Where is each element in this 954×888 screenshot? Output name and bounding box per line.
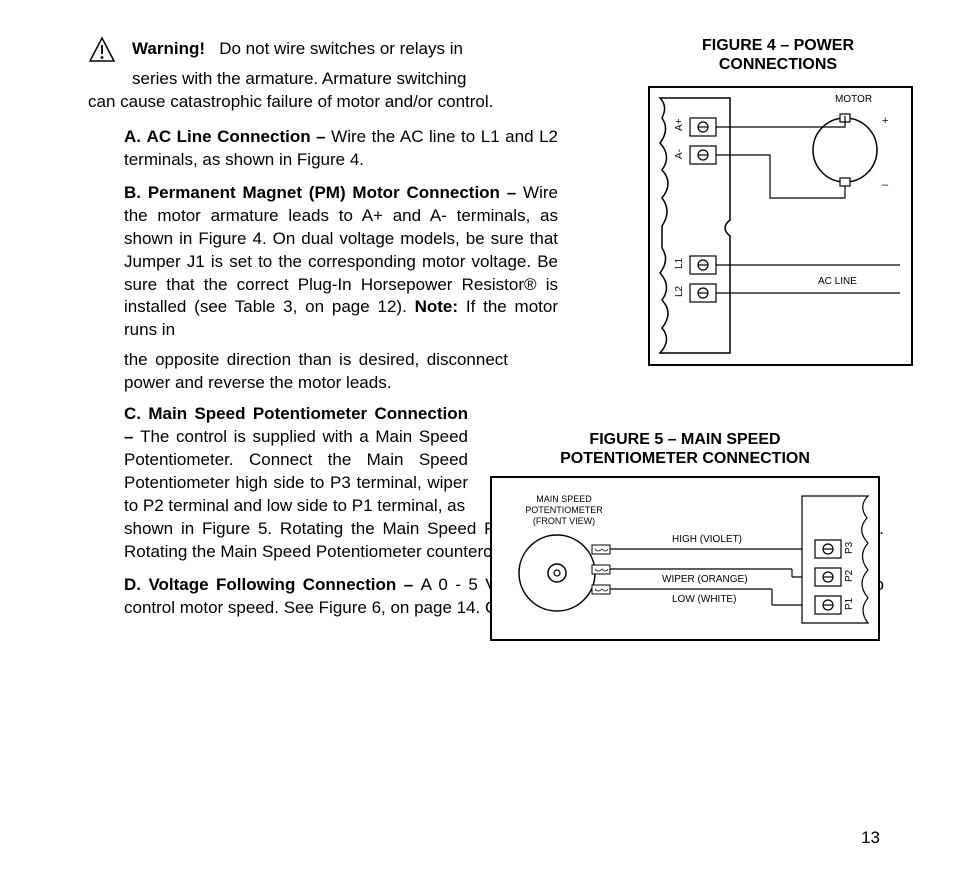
figure5-diagram: MAIN SPEED POTENTIOMETER (FRONT VIEW) HI…: [490, 476, 880, 641]
svg-text:–: –: [882, 179, 889, 191]
figure5-caption: FIGURE 5 – MAIN SPEED POTENTIOMETER CONN…: [490, 430, 880, 468]
item-d-letter: D.: [124, 575, 141, 594]
item-b-cont-text: the opposite direction than is desired, …: [124, 350, 508, 392]
page-number: 13: [861, 828, 880, 848]
svg-text:A-: A-: [674, 149, 685, 159]
item-a-letter: A.: [124, 127, 141, 146]
item-b-note-label: Note:: [415, 297, 458, 316]
svg-text:HIGH (VIOLET): HIGH (VIOLET): [672, 534, 742, 545]
svg-text:A+: A+: [674, 118, 685, 131]
item-b-label: Permanent Magnet (PM) Motor Connection –: [148, 183, 523, 202]
item-d-label: Voltage Following Connection –: [148, 575, 420, 594]
figure5-title-line1: FIGURE 5 – MAIN SPEED: [589, 431, 780, 448]
svg-text:LOW (WHITE): LOW (WHITE): [672, 594, 736, 605]
warning-text-2: series with the armature. Armature switc…: [132, 69, 466, 88]
svg-text:P2: P2: [844, 569, 855, 582]
figure4-title-line2: CONNECTIONS: [719, 56, 837, 73]
svg-text:MAIN SPEED: MAIN SPEED: [536, 494, 592, 504]
figure4-diagram: A+ A- L1 L2 MOTOR + – AC LINE: [648, 86, 913, 366]
svg-text:P3: P3: [844, 541, 855, 554]
item-b: B. Permanent Magnet (PM) Motor Connectio…: [88, 182, 558, 343]
warning-icon: [88, 36, 132, 66]
svg-text:WIPER (ORANGE): WIPER (ORANGE): [662, 574, 748, 585]
svg-text:+: +: [882, 115, 888, 127]
svg-text:AC LINE: AC LINE: [818, 276, 857, 287]
page-body: FIGURE 4 – POWER CONNECTIONS A+ A- L1 L2: [88, 38, 884, 630]
item-c: C. Main Speed Potentiometer Connection –…: [88, 403, 468, 518]
figure4-svg: A+ A- L1 L2 MOTOR + – AC LINE: [650, 88, 915, 368]
warning-label: Warning!: [132, 39, 205, 58]
item-c-letter: C.: [124, 404, 141, 423]
figure5-svg: MAIN SPEED POTENTIOMETER (FRONT VIEW) HI…: [492, 478, 882, 643]
item-c-text: The control is supplied with a Main Spee…: [124, 427, 468, 515]
svg-text:MOTOR: MOTOR: [835, 94, 872, 105]
svg-text:L1: L1: [674, 257, 685, 269]
item-a: A. AC Line Connection – Wire the AC line…: [88, 126, 558, 172]
figure4-caption: FIGURE 4 – POWER CONNECTIONS: [648, 36, 908, 74]
item-b-continuation: the opposite direction than is desired, …: [88, 349, 508, 395]
svg-text:L2: L2: [674, 285, 685, 297]
warning-paragraph: Warning! Do not wire switches or relays …: [88, 38, 558, 114]
svg-text:POTENTIOMETER: POTENTIOMETER: [525, 505, 603, 515]
warning-text-3: can cause catastrophic failure of motor …: [88, 92, 493, 111]
figure4-title-line1: FIGURE 4 – POWER: [702, 37, 854, 54]
item-b-letter: B.: [124, 183, 141, 202]
svg-text:(FRONT VIEW): (FRONT VIEW): [533, 516, 595, 526]
svg-text:P1: P1: [844, 597, 855, 610]
item-a-label: AC Line Connection –: [147, 127, 332, 146]
warning-text-1: Do not wire switches or relays in: [219, 39, 463, 58]
figure5-title-line2: POTENTIOMETER CONNECTION: [560, 450, 810, 467]
